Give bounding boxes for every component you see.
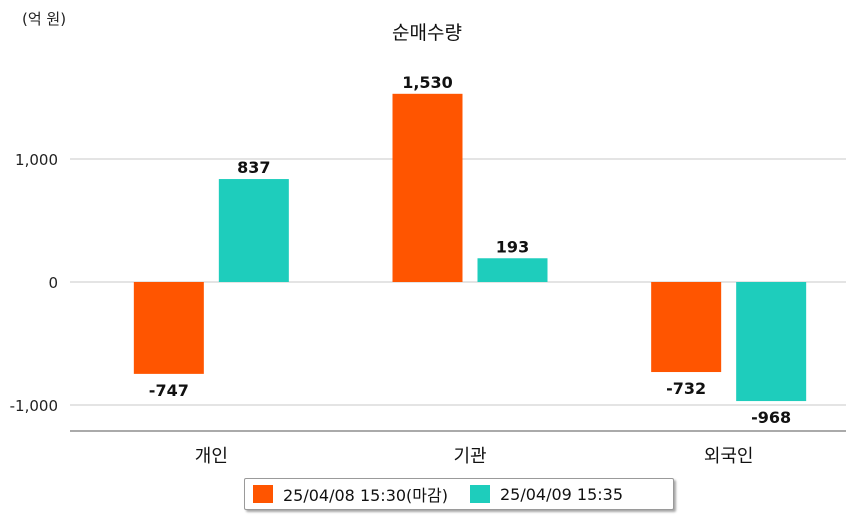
y-tick-label: -1,000 (10, 397, 58, 415)
chart-title: 순매수량 (392, 22, 462, 44)
bar (133, 282, 204, 374)
legend-swatch-2 (469, 485, 490, 503)
bar (392, 93, 463, 282)
x-tick-label: 기관 (453, 446, 486, 467)
legend-item-2[interactable]: 25/04/09 15:35 (469, 484, 624, 504)
bar (477, 258, 548, 282)
y-tick-label: 0 (48, 274, 58, 292)
bar (218, 179, 289, 282)
legend-label-2: 25/04/09 15:35 (499, 484, 624, 504)
legend-item-1[interactable]: 25/04/08 15:30(마감) (253, 482, 448, 506)
data-label: -968 (751, 408, 791, 427)
data-label: 1,530 (402, 73, 453, 92)
data-label: 193 (496, 237, 529, 256)
data-label: -747 (149, 381, 189, 400)
legend-swatch-1 (253, 485, 273, 503)
data-label: -732 (666, 379, 706, 398)
x-tick-label: 외국인 (704, 446, 754, 467)
bar (736, 282, 807, 402)
unit-label: (억 원) (22, 10, 67, 28)
bar (651, 282, 722, 373)
data-label: 837 (237, 158, 270, 177)
legend-label-1: 25/04/08 15:30(마감) (283, 486, 448, 505)
x-tick-label: 개인 (195, 446, 228, 467)
y-tick-label: 1,000 (15, 151, 58, 169)
legend: 25/04/08 15:30(마감) 25/04/09 15:35 (244, 478, 674, 510)
